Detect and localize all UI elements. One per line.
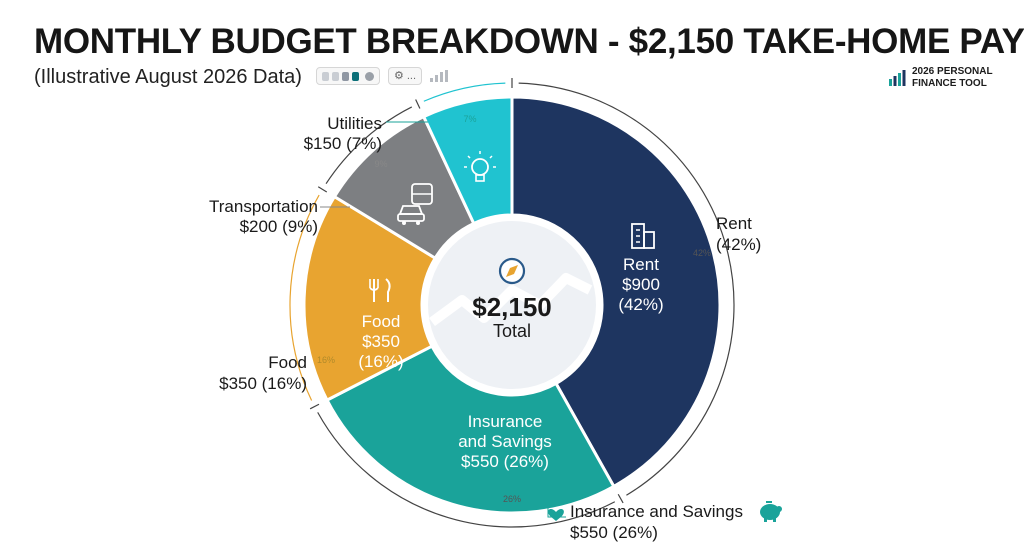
insurance-inner-line3: $550 (26%) — [461, 452, 549, 471]
guide-arc-food — [289, 194, 320, 401]
utilities-outer-sub: $150 (7%) — [304, 134, 382, 153]
rent-outer-sub: (42%) — [716, 235, 761, 254]
transportation-outer-sub: $200 (9%) — [240, 217, 318, 236]
guide-tick — [617, 493, 624, 504]
outer-guide-arcs — [289, 78, 735, 528]
lightbulb-icon — [464, 151, 496, 182]
fork-knife-icon — [369, 278, 391, 302]
food-inner-name: Food — [362, 312, 401, 331]
rent-inner-percent: (42%) — [618, 295, 663, 314]
bar-chart-icon[interactable] — [430, 70, 449, 82]
guide-arc-rent — [518, 82, 735, 496]
brand-text: 2026 PERSONAL FINANCE TOOL — [912, 66, 993, 89]
heart-icon — [548, 509, 564, 521]
transportation-outer-label: Transportation — [209, 197, 318, 216]
guide-tick — [309, 403, 320, 410]
rent-outer-label: Rent — [716, 214, 752, 233]
bar-chart-logo-icon — [889, 70, 906, 86]
rent-inner-name: Rent — [623, 255, 659, 274]
guide-arc-transportation — [325, 106, 413, 185]
compass-icon — [498, 257, 526, 285]
guide-arc-utilities — [423, 82, 506, 102]
insurance-outer-sub: $550 (26%) — [570, 523, 658, 542]
center-total-label: Total — [493, 321, 531, 341]
page-title: MONTHLY BUDGET BREAKDOWN - $2,150 TAKE-H… — [34, 22, 1024, 61]
center-hub — [428, 221, 596, 389]
piggy-bank-icon — [760, 501, 782, 522]
center-total-value: $2,150 — [472, 292, 552, 322]
transportation-arc-label: 9% — [374, 159, 387, 169]
insurance-arc-label: 26% — [503, 494, 521, 504]
settings-group: ⚙ ... — [388, 67, 423, 85]
insurance-outer-label: Insurance and Savings — [570, 502, 743, 521]
rent-arc-label: 42% — [693, 248, 711, 258]
utilities-outer-label: Utilities — [327, 114, 382, 133]
chart-slices — [302, 95, 722, 515]
palette-chip-icon[interactable] — [316, 67, 380, 85]
food-outer-sub: $350 (16%) — [219, 374, 307, 393]
food-inner-percent: (16%) — [358, 352, 403, 371]
guide-arc-insurance-and-savings — [317, 412, 616, 528]
building-icon — [631, 223, 655, 249]
insurance-inner-line2: and Savings — [458, 432, 552, 451]
gear-icon[interactable]: ⚙ — [394, 70, 404, 82]
insurance-inner-line1: Insurance — [468, 412, 543, 431]
guide-tick — [317, 186, 328, 193]
utilities-arc-label: 7% — [463, 114, 476, 124]
center-trend-decoration — [429, 273, 593, 327]
page-subtitle: (Illustrative August 2026 Data) — [34, 66, 302, 88]
rent-inner-amount: $900 — [622, 275, 660, 294]
brand: 2026 PERSONAL FINANCE TOOL — [888, 66, 993, 90]
chart-toolbar: ⚙ ... — [316, 67, 449, 85]
car-bus-icon — [397, 183, 433, 225]
guide-tick — [415, 99, 421, 109]
more-icon[interactable]: ... — [406, 70, 417, 82]
food-outer-label: Food — [268, 353, 307, 372]
food-inner-amount: $350 — [362, 332, 400, 351]
food-arc-label: 16% — [317, 355, 335, 365]
